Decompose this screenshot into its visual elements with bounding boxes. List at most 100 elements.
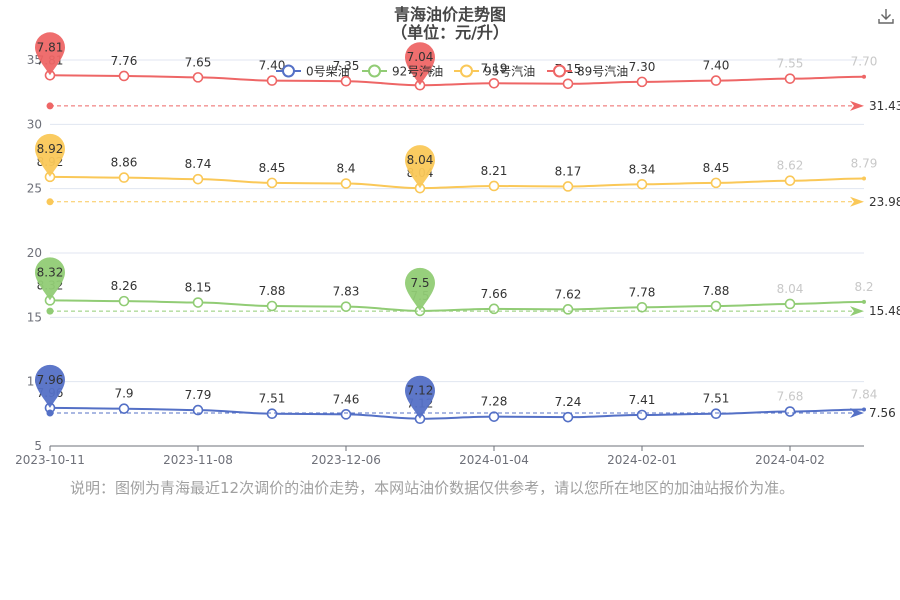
data-label: 7.70: [851, 55, 878, 69]
data-label: 8.45: [703, 161, 730, 175]
extreme-markers: 7.96 7.12 8.32 7.5 8.92 8.04 7.81 7.04: [35, 32, 435, 419]
chart-title: 青海油价走势图: [394, 5, 506, 24]
chart-subtitle: （单位：元/升）: [391, 23, 509, 42]
data-label: 7.41: [629, 393, 656, 407]
min-pin: 8.04: [405, 145, 435, 189]
data-label: 8.4: [336, 162, 355, 176]
legend-label: 89号汽油: [577, 64, 628, 79]
average-start-dot: [46, 102, 54, 110]
legend-item[interactable]: 92号汽油: [362, 64, 443, 79]
data-point: [488, 411, 500, 422]
y-tick-label: 15: [27, 310, 42, 324]
data-point: [118, 403, 130, 414]
series-lines: [44, 70, 866, 425]
data-point: [862, 74, 866, 79]
data-label: 7.55: [777, 57, 804, 71]
average-label: 7.56: [869, 406, 896, 420]
data-label: 8.26: [111, 279, 138, 293]
data-point: [266, 177, 278, 189]
x-tick-label: 2023-10-11: [15, 453, 85, 467]
data-point: [710, 75, 722, 86]
data-point: [118, 295, 130, 307]
data-point: [118, 70, 130, 82]
data-point: [862, 407, 866, 412]
data-point: [562, 411, 574, 423]
data-point: [784, 298, 796, 310]
average-start-dot: [46, 198, 54, 206]
data-point: [192, 404, 204, 416]
legend-marker: [553, 64, 566, 78]
max-pin: 7.81: [35, 32, 65, 76]
data-label: 8.45: [259, 161, 286, 175]
legend-label: 0号柴油: [306, 65, 350, 79]
series-line: [49, 175, 865, 190]
min-pin-shape: [405, 267, 435, 311]
data-point: [488, 180, 500, 192]
legend-marker: [282, 64, 295, 78]
data-label: 8.04: [777, 282, 804, 296]
average-start-dot: [46, 307, 54, 315]
data-label: 7.62: [555, 287, 582, 301]
data-point: [562, 78, 574, 90]
data-point: [710, 300, 722, 312]
data-label: 7.88: [703, 284, 730, 298]
series-line: [49, 299, 865, 312]
data-label: 8.79: [851, 157, 878, 171]
data-label: 7.65: [185, 55, 212, 69]
legend-item[interactable]: 0号柴油: [276, 64, 350, 79]
max-pin-label: 8.92: [37, 142, 64, 156]
data-label: 7.88: [259, 284, 286, 298]
data-label: 7.28: [481, 395, 508, 409]
legend-item[interactable]: 95号汽油: [454, 64, 535, 79]
average-start-dot: [46, 409, 54, 417]
min-pin-shape: [405, 42, 435, 86]
data-label: 8.2: [854, 280, 873, 294]
data-point: [266, 300, 278, 312]
data-labels: 7.96 7.9 7.79 7.51 7.46 7.12 7.28 7.24 7.41 7.51 7…: [37, 53, 878, 410]
average-label: 15.48: [869, 304, 900, 318]
data-point: [710, 408, 722, 420]
data-label: 8.34: [629, 162, 656, 176]
data-label: 8.62: [777, 159, 804, 173]
data-label: 8.15: [185, 281, 212, 295]
data-label: 7.83: [333, 285, 360, 299]
data-point: [488, 303, 500, 315]
download-icon[interactable]: [876, 6, 896, 26]
data-point: [784, 406, 796, 417]
min-pin-label: 7.12: [407, 384, 434, 398]
data-point: [488, 77, 500, 89]
min-pin-label: 7.5: [410, 276, 429, 290]
average-arrow: [850, 408, 864, 419]
data-label: 7.30: [629, 60, 656, 74]
y-tick-label: 25: [27, 182, 42, 196]
legend[interactable]: 0号柴油 92号汽油 95号汽油 89号汽油: [276, 64, 628, 79]
data-label: 7.9: [114, 387, 133, 401]
min-pin: 7.12: [405, 375, 435, 419]
average-label: 23.98: [869, 195, 900, 209]
min-pin: 7.5: [405, 267, 435, 311]
max-pin-label: 8.32: [37, 265, 64, 279]
max-pin-shape: [35, 364, 65, 408]
y-tick-label: 30: [27, 117, 42, 131]
grid: [50, 59, 864, 447]
data-point: [862, 299, 866, 304]
data-label: 7.51: [703, 392, 730, 406]
min-pin-shape: [405, 375, 435, 419]
data-point: [340, 409, 352, 420]
min-pin: 7.04: [405, 42, 435, 86]
average-arrow: [850, 100, 864, 111]
data-label: 7.51: [259, 392, 286, 406]
max-pin-shape: [35, 257, 65, 301]
legend-marker: [368, 64, 381, 78]
data-point: [636, 178, 648, 190]
min-pin-shape: [405, 145, 435, 189]
data-label: 7.19: [481, 61, 508, 75]
min-pin-label: 8.04: [407, 153, 434, 167]
legend-item[interactable]: 89号汽油: [547, 64, 628, 79]
min-pin-label: 7.04: [407, 50, 434, 64]
data-point: [636, 301, 648, 313]
x-tick-label: 2023-11-08: [163, 453, 233, 467]
max-pin: 8.32: [35, 257, 65, 301]
